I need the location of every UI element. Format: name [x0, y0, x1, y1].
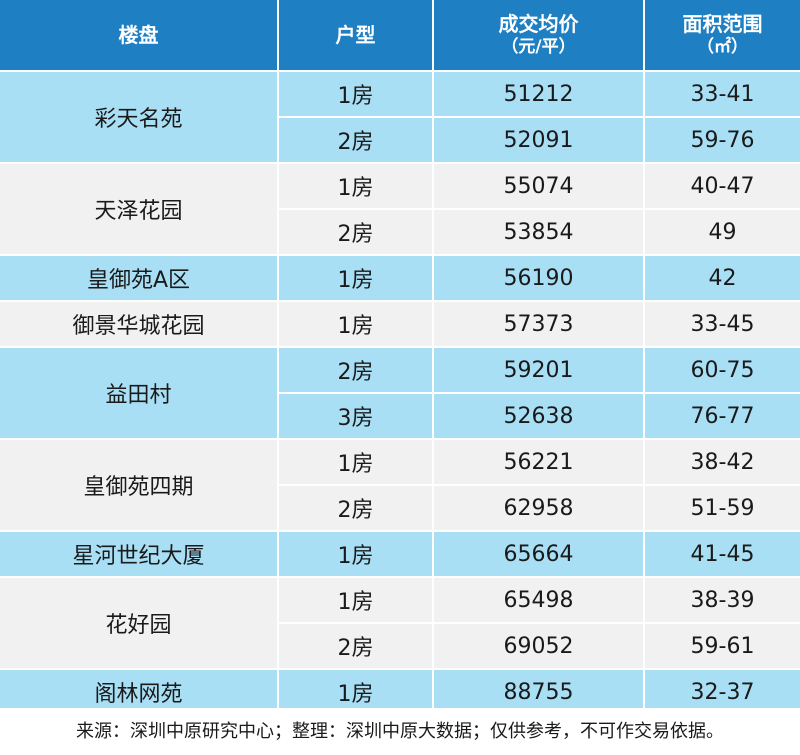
source-footnote: 来源：深圳中原研究中心；整理：深圳中原大数据；仅供参考，不可作交易依据。 [0, 708, 800, 755]
project-cell: 益田村 [0, 347, 279, 440]
area-cell: 49 [644, 209, 800, 256]
type-cell: 1房 [278, 301, 434, 348]
type-cell: 2房 [278, 209, 434, 256]
price-cell: 69052 [433, 623, 645, 670]
table-row: 星河世纪大厦 1房 65664 41-45 [0, 531, 800, 578]
header-area-unit: （㎡） [697, 37, 748, 57]
header-price: 成交均价 （元/平） [433, 0, 645, 72]
area-cell: 42 [644, 255, 800, 302]
area-cell: 41-45 [644, 531, 800, 578]
table-row: 益田村 2房 59201 60-75 [0, 347, 800, 440]
type-cell: 2房 [278, 347, 434, 394]
price-cell: 55074 [433, 163, 645, 210]
header-project: 楼盘 [0, 0, 279, 72]
type-cell: 1房 [278, 71, 434, 118]
area-cell: 38-39 [644, 577, 800, 624]
table-row: 2房 62958 51-59 [0, 485, 800, 532]
type-cell: 1房 [278, 439, 434, 486]
type-cell: 1房 [278, 577, 434, 624]
table-row: 御景华城花园 1房 57373 33-45 [0, 301, 800, 348]
price-cell: 56190 [433, 255, 645, 302]
table-row: 2房 69052 59-61 [0, 623, 800, 670]
price-cell: 62958 [433, 485, 645, 532]
price-cell: 65664 [433, 531, 645, 578]
project-cell: 皇御苑A区 [0, 255, 279, 302]
price-cell: 52091 [433, 117, 645, 164]
project-cell: 天泽花园 [0, 163, 279, 256]
table-row: 皇御苑A区 1房 56190 42 [0, 255, 800, 302]
price-cell: 51212 [433, 71, 645, 118]
area-cell: 51-59 [644, 485, 800, 532]
type-cell: 2房 [278, 117, 434, 164]
price-cell: 53854 [433, 209, 645, 256]
price-cell: 59201 [433, 347, 645, 394]
project-cell: 彩天名苑 [0, 71, 279, 164]
table-row: 2房 53854 49 [0, 209, 800, 256]
header-price-unit: （元/平） [501, 37, 576, 57]
area-cell: 76-77 [644, 393, 800, 440]
table-row: 皇御苑四期 1房 56221 38-42 [0, 439, 800, 532]
type-cell: 1房 [278, 255, 434, 302]
type-cell: 1房 [278, 163, 434, 210]
area-cell: 59-61 [644, 623, 800, 670]
area-cell: 33-45 [644, 301, 800, 348]
header-area-label: 面积范围 [682, 12, 763, 36]
header-area: 面积范围 （㎡） [644, 0, 800, 72]
price-cell: 52638 [433, 393, 645, 440]
price-cell: 57373 [433, 301, 645, 348]
project-cell: 皇御苑四期 [0, 439, 279, 532]
price-cell: 65498 [433, 577, 645, 624]
type-cell: 1房 [278, 531, 434, 578]
type-cell: 2房 [278, 623, 434, 670]
table-row: 2房 52091 59-76 [0, 117, 800, 164]
header-type: 户型 [278, 0, 434, 72]
project-cell: 御景华城花园 [0, 301, 279, 348]
project-cell: 星河世纪大厦 [0, 531, 279, 578]
table-row: 3房 52638 76-77 [0, 393, 800, 440]
area-cell: 59-76 [644, 117, 800, 164]
header-price-label: 成交均价 [498, 12, 579, 36]
type-cell: 3房 [278, 393, 434, 440]
area-cell: 33-41 [644, 71, 800, 118]
area-cell: 60-75 [644, 347, 800, 394]
transaction-price-table: 楼盘 户型 成交均价 （元/平） 面积范围 （㎡） 彩天名苑 1房 51212 … [0, 0, 800, 716]
area-cell: 38-42 [644, 439, 800, 486]
project-cell: 花好园 [0, 577, 279, 670]
area-cell: 40-47 [644, 163, 800, 210]
table-row: 彩天名苑 1房 51212 33-41 [0, 71, 800, 164]
price-cell: 56221 [433, 439, 645, 486]
table-row: 天泽花园 1房 55074 40-47 [0, 163, 800, 256]
table-header-row: 楼盘 户型 成交均价 （元/平） 面积范围 （㎡） [0, 0, 800, 72]
table-row: 花好园 1房 65498 38-39 [0, 577, 800, 670]
type-cell: 2房 [278, 485, 434, 532]
